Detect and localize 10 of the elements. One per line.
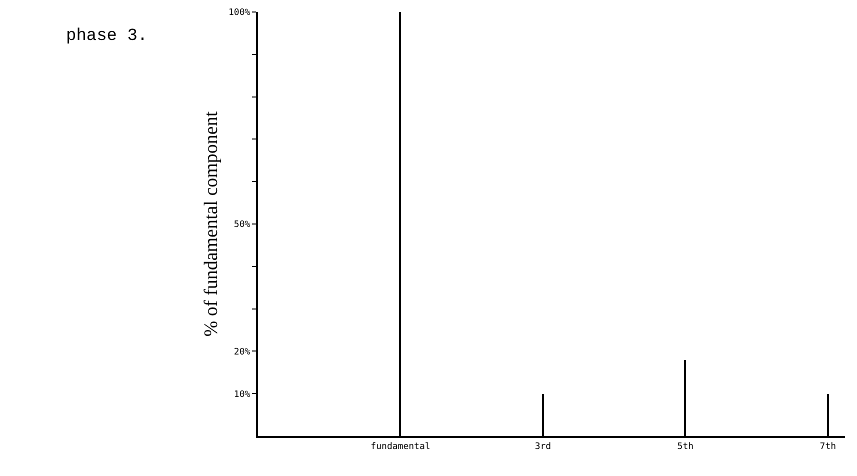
text: phase 3.	[66, 27, 148, 46]
y-axis-title: % of fundamental component	[200, 110, 222, 337]
x-tick-label: 7th	[820, 442, 836, 452]
y-tick-label: 50%	[234, 220, 251, 230]
y-tick-label: 20%	[234, 347, 251, 358]
x-tick-label: fundamental	[370, 442, 430, 452]
x-tick-label: 3rd	[534, 442, 552, 452]
x-tick-label: 5th	[677, 442, 694, 452]
y-tick-label: 10%	[234, 390, 251, 400]
y-tick-label: 100%	[228, 8, 251, 18]
